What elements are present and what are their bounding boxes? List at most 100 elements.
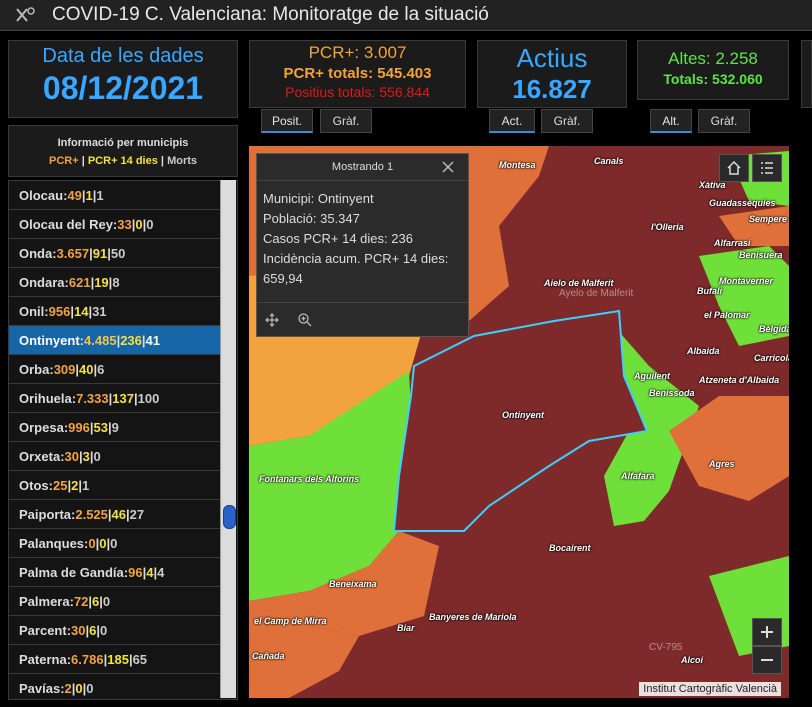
app-title: COVID-19 C. Valenciana: Monitoratge de l… <box>52 4 489 25</box>
municipality-row[interactable]: Otos: 25 | 2 | 1 <box>9 471 221 500</box>
municipality-pcr14: 0 <box>99 535 107 551</box>
municipality-row[interactable]: Pavías: 2 | 0 | 0 <box>9 674 221 699</box>
municipality-pcr: 3.657 <box>56 245 90 261</box>
municipality-row[interactable]: Olocau del Rey: 33 | 0 | 0 <box>9 210 221 239</box>
map-label: Agres <box>709 459 735 469</box>
separator: : <box>44 303 49 319</box>
municipality-pcr: 956 <box>48 303 71 319</box>
separator: : <box>69 593 74 609</box>
map-label: Atzeneta d'Albaida <box>699 375 780 385</box>
popup-title: Mostrando 1 <box>331 161 394 173</box>
pan-icon[interactable] <box>265 313 279 327</box>
municipality-deaths: 0 <box>100 622 108 638</box>
map-label: Alcoi <box>681 655 704 665</box>
separator: | <box>106 535 111 551</box>
municipality-row[interactable]: Orihuela: 7.333 | 137 | 100 <box>9 384 221 413</box>
municipality-name: Palanques <box>19 535 85 551</box>
municipality-pcr14: 46 <box>111 506 127 522</box>
separator: | <box>89 419 94 435</box>
separator: | <box>133 390 138 406</box>
active-value: 16.827 <box>512 74 592 104</box>
municipality-pcr14: 137 <box>112 390 134 406</box>
pcr-total: PCR+ totals: 545.403 <box>283 65 432 82</box>
municipality-name: Parcent <box>19 622 67 638</box>
tab-pcr-chart[interactable]: Gràf. <box>320 109 372 133</box>
municipality-pcr14: 3 <box>82 448 90 464</box>
municipality-row[interactable]: Olocau: 49 | 1 | 1 <box>9 181 221 210</box>
legend-pcr: PCR+ <box>48 155 79 167</box>
municipality-pcr: 2 <box>64 680 72 696</box>
positive-total: Positius totals: 556.844 <box>285 84 430 100</box>
municipality-deaths: 31 <box>92 303 107 319</box>
pcr-card: PCR+: 3.007 PCR+ totals: 545.403 Positiu… <box>249 40 466 108</box>
separator: | <box>90 274 95 290</box>
region-ontinyent <box>392 309 649 532</box>
close-icon[interactable] <box>442 161 454 173</box>
municipality-name: Palma de Gandía <box>19 564 124 580</box>
separator: | <box>99 593 103 609</box>
list-scrollbar[interactable] <box>220 180 236 698</box>
date-card: Data de les dades 08/12/2021 <box>8 40 238 118</box>
municipality-row[interactable]: Ontinyent: 4.485 | 236 | 41 <box>9 326 221 355</box>
zoom-out-button[interactable] <box>752 646 782 674</box>
municipality-row[interactable]: Orpesa: 996 | 53 | 9 <box>9 413 221 442</box>
municipality-row[interactable]: Palmera: 72 | 6 | 0 <box>9 587 221 616</box>
municipality-row[interactable]: Parcent: 30 | 6 | 0 <box>9 616 221 645</box>
municipality-row[interactable]: Orba: 309 | 40 | 6 <box>9 355 221 384</box>
separator: | <box>142 216 147 232</box>
municipality-row[interactable]: Paiporta: 2.525 | 46 | 27 <box>9 500 221 529</box>
municipality-deaths: 4 <box>157 564 165 580</box>
map-label: Bèlgida <box>759 324 789 334</box>
region-orange-agres <box>669 396 789 501</box>
separator: : <box>63 187 68 203</box>
map-label: Carricola <box>754 353 789 363</box>
list-icon <box>761 162 773 174</box>
municipality-row[interactable]: Palma de Gandía: 96 | 4 | 4 <box>9 558 221 587</box>
map-label: Guadassèquies <box>709 198 776 208</box>
tab-pcr-positive[interactable]: Posit. <box>261 109 313 133</box>
municipality-pcr14: 6 <box>89 622 97 638</box>
municipality-name: Pavías <box>19 680 61 696</box>
zoom-to-icon[interactable] <box>297 312 313 328</box>
tab-discharged[interactable]: Alt. <box>650 109 692 133</box>
region-green-fontanars <box>249 371 414 601</box>
municipality-deaths: 9 <box>111 419 119 435</box>
municipality-deaths: 6 <box>97 361 105 377</box>
municipality-row[interactable]: Ondara: 621 | 19 | 8 <box>9 268 221 297</box>
separator: | <box>78 477 82 493</box>
municipality-pcr: 2.525 <box>75 506 108 522</box>
map-label: Fontanars dels Alforins <box>259 474 360 484</box>
separator: : <box>63 419 69 435</box>
municipality-deaths: 1 <box>96 187 104 203</box>
zoom-in-button[interactable] <box>752 618 782 646</box>
municipality-list-header: Informació per municipis PCR+ | PCR+ 14 … <box>8 125 238 177</box>
municipality-pcr14: 40 <box>79 361 94 377</box>
municipality-row[interactable]: Orxeta: 30 | 3 | 0 <box>9 442 221 471</box>
municipality-row[interactable]: Paterna: 6.786 | 185 | 65 <box>9 645 221 674</box>
popup-line-population: Població: 35.347 <box>263 211 360 226</box>
separator: : <box>48 477 53 493</box>
municipality-row[interactable]: Palanques: 0 | 0 | 0 <box>9 529 221 558</box>
scrollbar-thumb[interactable] <box>223 505 236 529</box>
separator: | <box>75 361 80 377</box>
tab-active[interactable]: Act. <box>489 109 535 133</box>
map-label: Benissoda <box>649 388 695 398</box>
map-label: Canals <box>594 156 624 166</box>
layer-list-button[interactable] <box>752 154 782 182</box>
municipality-legend: PCR+ | PCR+ 14 dies | Morts <box>48 155 198 167</box>
tab-discharged-chart[interactable]: Gràf. <box>698 109 750 133</box>
municipality-list[interactable]: Olocau: 49 | 1 | 1 Olocau del Rey: 33 | 0… <box>8 180 238 700</box>
municipality-pcr14: 236 <box>120 332 142 348</box>
municipality-row[interactable]: Onda: 3.657 | 91 | 50 <box>9 239 221 268</box>
home-button[interactable] <box>719 154 749 182</box>
separator: | <box>95 535 100 551</box>
separator: : <box>60 680 65 696</box>
separator: | <box>107 506 112 522</box>
map-label: Alfarrasí <box>714 238 751 248</box>
municipality-deaths: 100 <box>137 390 160 406</box>
municipality-row[interactable]: Onil: 956 | 14 | 31 <box>9 297 221 326</box>
tab-active-chart[interactable]: Gràf. <box>541 109 593 133</box>
separator: : <box>71 390 77 406</box>
municipality-pcr14: 53 <box>93 419 108 435</box>
municipality-name: Ontinyent <box>19 332 80 348</box>
